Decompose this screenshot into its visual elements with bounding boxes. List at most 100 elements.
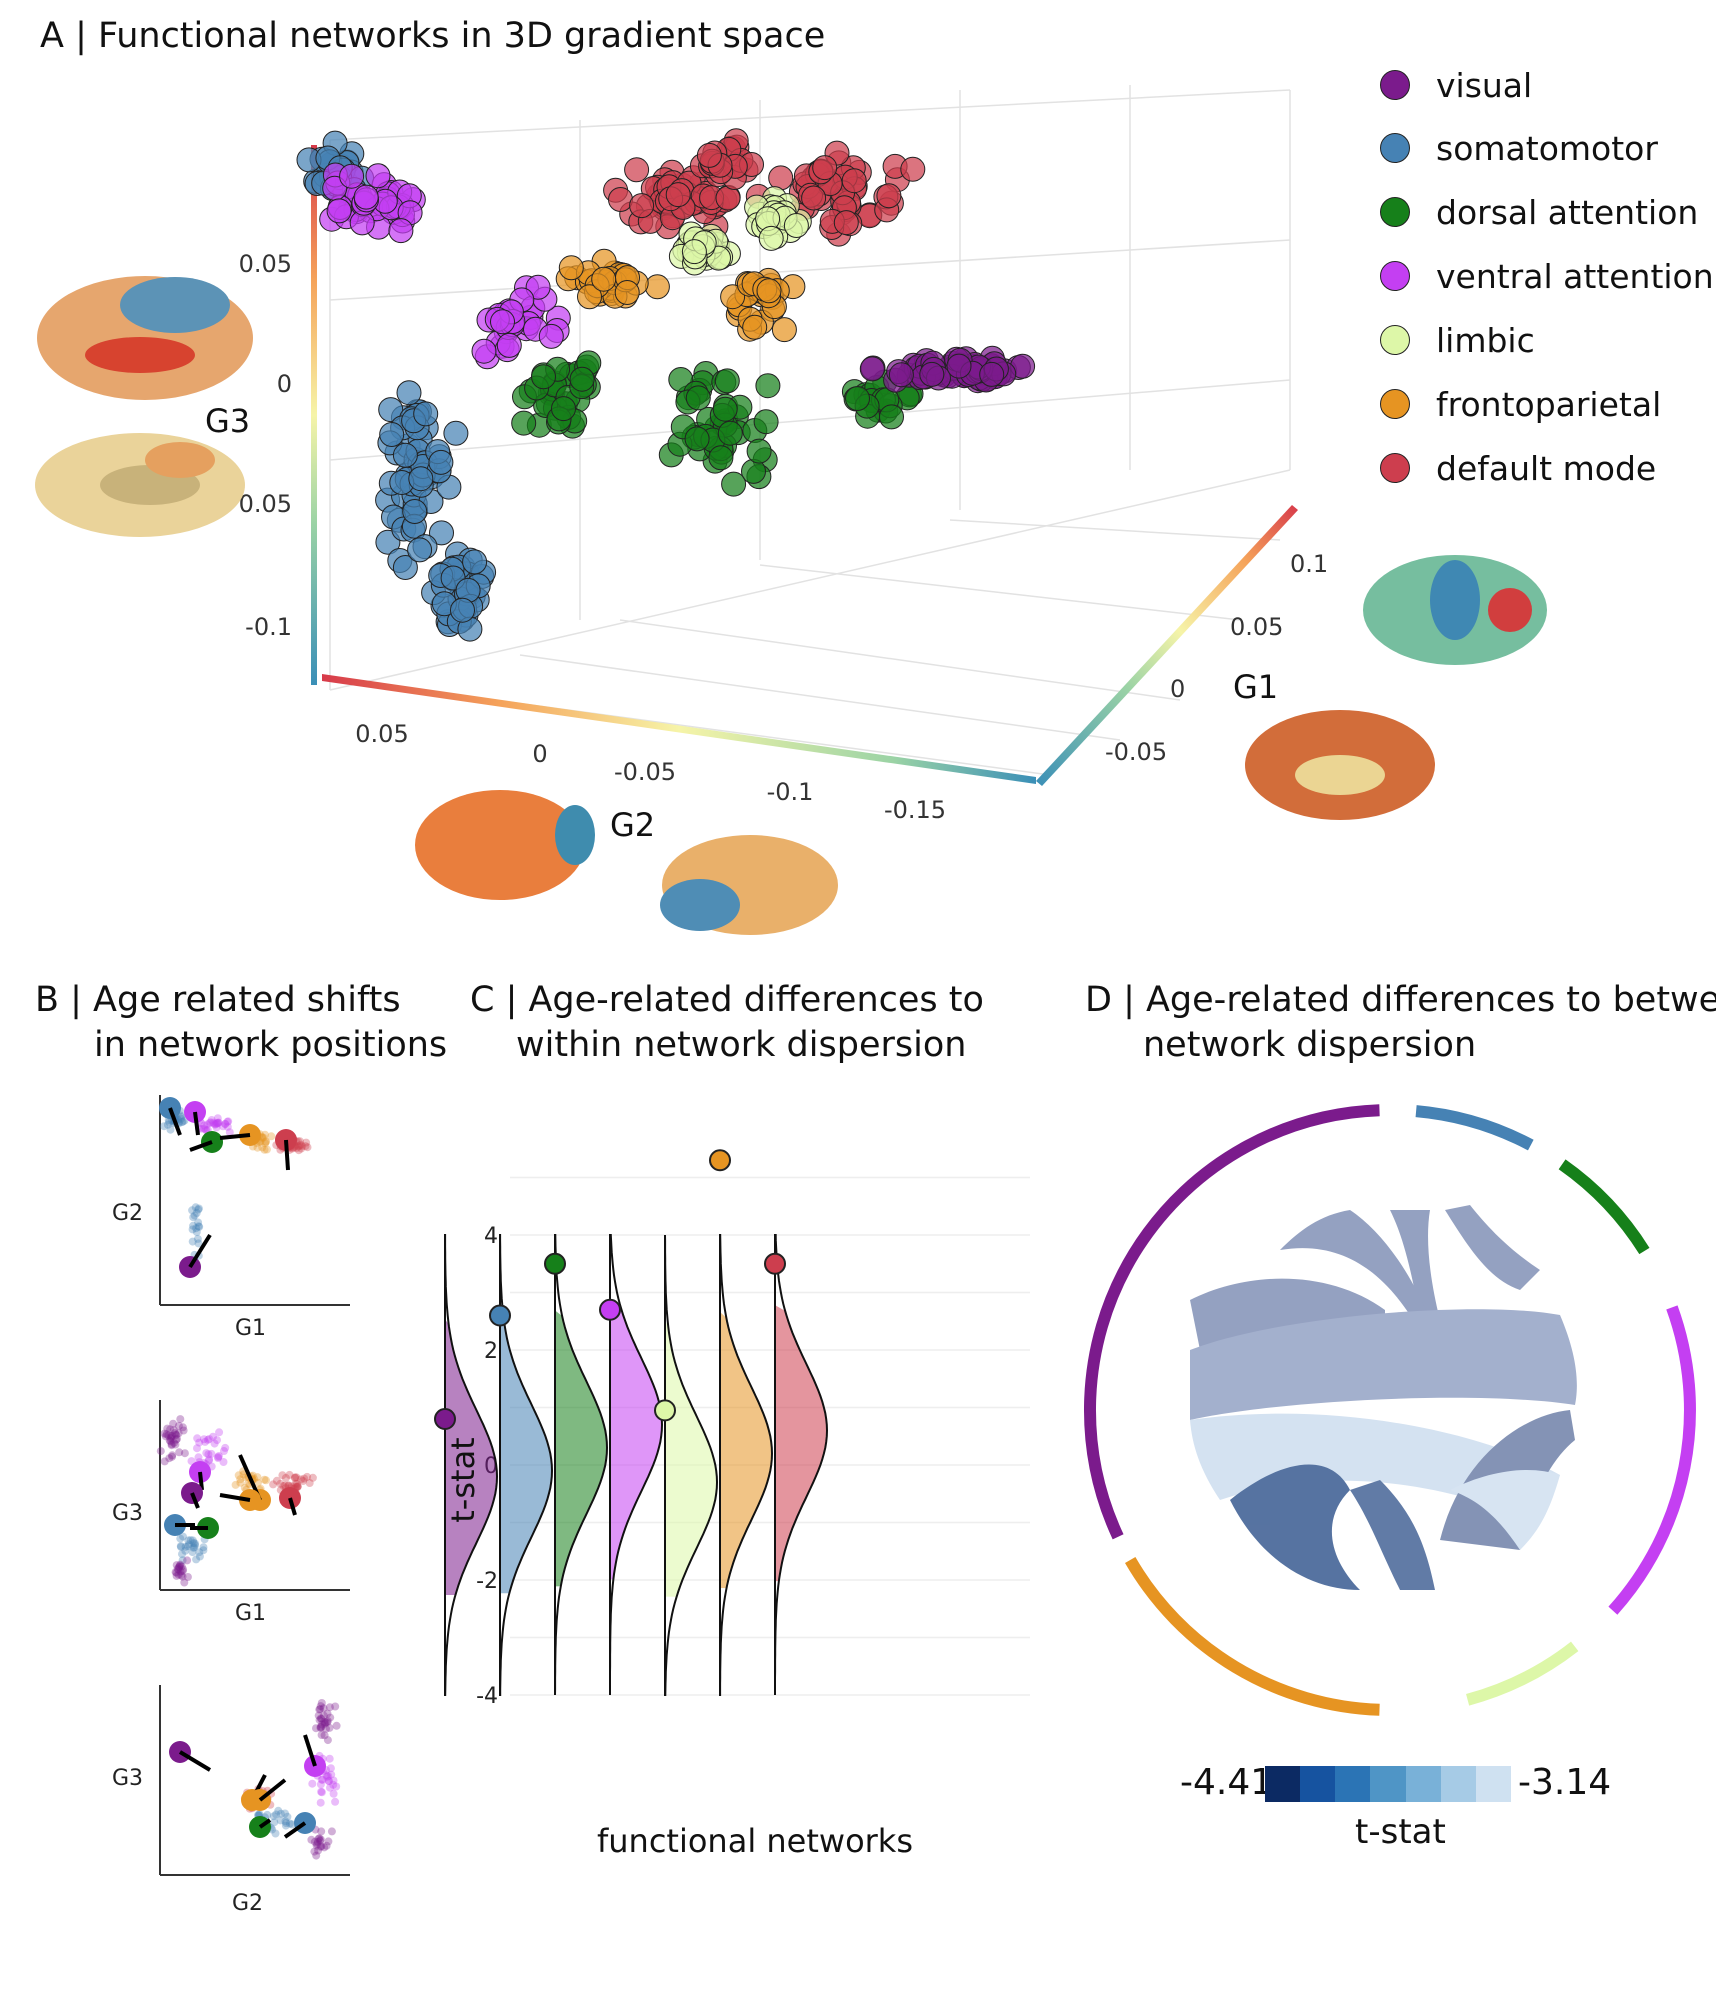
- b-point: [163, 1120, 172, 1129]
- b-point: [303, 1472, 312, 1481]
- b-point: [253, 1473, 262, 1482]
- g1-axis-label: G1: [1233, 668, 1278, 706]
- b-point: [316, 1836, 325, 1845]
- b-point: [272, 1810, 281, 1819]
- scatter-point: [378, 397, 404, 423]
- g3-tick: 0.05: [239, 490, 292, 518]
- b-shift-arrow: [283, 1821, 307, 1839]
- legend-item-somatomotor[interactable]: somatomotor: [1380, 118, 1658, 178]
- b-shift-arrow: [284, 1139, 290, 1171]
- b-point: [172, 1561, 181, 1570]
- b-point: [261, 1130, 269, 1139]
- legend-item-visual[interactable]: visual: [1380, 55, 1532, 115]
- b-point: [213, 1436, 221, 1445]
- b-point: [209, 1118, 218, 1127]
- b-point: [327, 1770, 336, 1779]
- b-point: [195, 1222, 204, 1231]
- panel-b-plots: G2 G1 G3 G1 G3 G2: [112, 1095, 350, 1916]
- b-point: [281, 1817, 290, 1826]
- b-point: [174, 1429, 183, 1438]
- b-point: [221, 1119, 230, 1128]
- scatter-point: [558, 255, 584, 281]
- scatter-point: [685, 385, 711, 411]
- b-point: [178, 1117, 187, 1126]
- b-point: [192, 1209, 201, 1217]
- b-point: [161, 1432, 170, 1441]
- colorbar-title: t-stat: [1355, 1812, 1446, 1852]
- observed-point: [764, 1252, 786, 1275]
- b-point: [178, 1550, 186, 1559]
- b-point: [269, 1480, 278, 1489]
- b-point: [322, 1771, 331, 1780]
- scatter-point: [388, 218, 414, 244]
- b-point: [177, 1562, 186, 1571]
- violin-body: [500, 1317, 552, 1594]
- b-shift-arrow: [219, 1133, 251, 1140]
- b-shift-arrow: [190, 1492, 200, 1509]
- scatter-point: [644, 274, 670, 300]
- b-point: [176, 1534, 185, 1543]
- g2-ticks: 0.05 0 -0.05 -0.1 -0.15: [355, 720, 946, 824]
- legend-item-ventral-attention[interactable]: ventral attention: [1380, 246, 1714, 306]
- legend-swatch: [1380, 325, 1410, 355]
- b-point: [281, 1473, 290, 1482]
- b-point: [189, 1543, 198, 1552]
- panel-c-violin-chart: 420-2-4 t-stat functional networks: [434, 1149, 1030, 1860]
- scatter-point: [696, 142, 722, 168]
- violin-outline: [774, 1234, 829, 1695]
- b-point: [174, 1570, 183, 1579]
- panel-d-title-line2: network dispersion: [1143, 1025, 1477, 1065]
- scatter-point: [365, 163, 391, 189]
- scatter-point: [450, 597, 475, 623]
- scatter-point: [833, 210, 859, 236]
- b-point: [308, 1779, 317, 1788]
- b-point: [281, 1821, 290, 1830]
- legend-item-limbic[interactable]: limbic: [1380, 310, 1535, 370]
- b-point: [188, 1548, 197, 1557]
- b-point: [184, 1536, 193, 1545]
- scatter-point: [392, 555, 418, 580]
- b-point: [324, 1837, 333, 1846]
- legend-swatch: [1380, 453, 1410, 483]
- b-point: [193, 1234, 202, 1243]
- legend-item-frontoparietal[interactable]: frontoparietal: [1380, 374, 1661, 434]
- scatter-point: [801, 185, 827, 211]
- b-plot-1-ylabel: G2: [112, 1201, 143, 1226]
- legend-item-dorsal-attention[interactable]: dorsal attention: [1380, 182, 1698, 242]
- b-point: [320, 1843, 329, 1852]
- g2-tick: -0.1: [767, 778, 814, 806]
- scatter-point: [712, 396, 738, 422]
- b-point: [164, 1431, 173, 1440]
- legend-item-default-mode[interactable]: default mode: [1380, 438, 1656, 498]
- b-point: [324, 1772, 333, 1780]
- network-arc: [1125, 1556, 1380, 1716]
- b-point: [175, 1561, 184, 1570]
- observed-point: [709, 1149, 731, 1172]
- b-point: [188, 1536, 197, 1545]
- brain-g2-lateral: [415, 790, 595, 900]
- b-point: [189, 1539, 198, 1547]
- b-point: [283, 1812, 292, 1821]
- b-shift-arrow: [219, 1493, 251, 1502]
- observed-point: [489, 1304, 511, 1327]
- panel-d-chord-diagram: [1083, 1104, 1696, 1716]
- b-point: [317, 1714, 326, 1723]
- b-point: [253, 1478, 262, 1487]
- b-point: [207, 1116, 216, 1124]
- colorbar-swatch: [1475, 1766, 1511, 1802]
- violin-outline: [609, 1234, 664, 1695]
- scatter-point: [396, 380, 422, 406]
- b-point: [223, 1122, 232, 1131]
- b-point: [194, 1222, 203, 1231]
- b-point: [294, 1142, 303, 1151]
- b-point: [271, 1829, 280, 1838]
- scatter-point: [339, 163, 365, 189]
- b-point: [316, 1798, 325, 1807]
- b-point: [315, 1716, 324, 1725]
- b-point: [315, 1834, 324, 1843]
- legend-swatch: [1380, 389, 1410, 419]
- g3-colorbar-axis: [311, 145, 317, 685]
- b-point: [178, 1572, 187, 1581]
- scatter-point: [717, 420, 743, 446]
- b-point: [317, 1699, 326, 1707]
